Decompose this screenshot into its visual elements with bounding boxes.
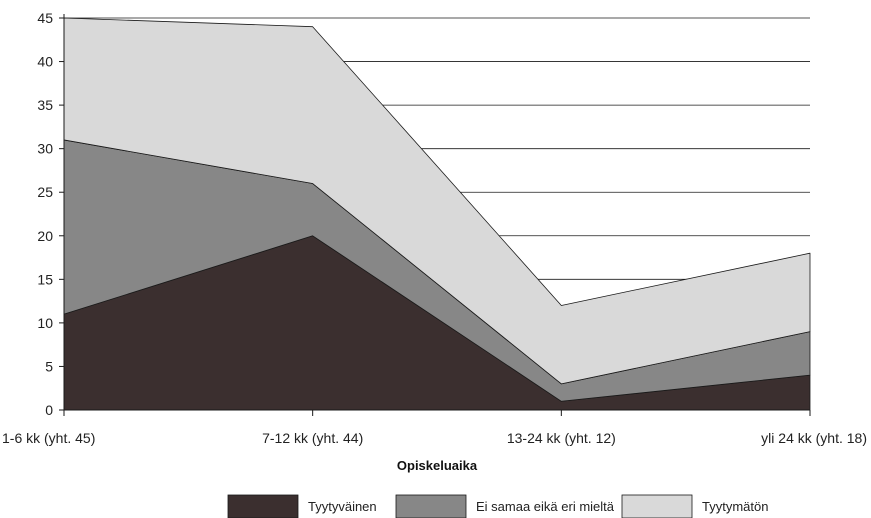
y-tick-label-35: 35 [37, 97, 53, 113]
x-tick-labels: 1-6 kk (yht. 45) 7-12 kk (yht. 44) 13-24 k… [2, 430, 867, 446]
y-tick-label-20: 20 [37, 228, 53, 244]
y-tick-label-5: 5 [45, 358, 53, 374]
x-tick-label-4: yli 24 kk (yht. 18) [761, 430, 867, 446]
y-tick-label-15: 15 [37, 271, 53, 287]
legend: Tyytyväinen Ei samaa eikä eri mieltä Tyyty… [227, 494, 768, 518]
legend-label-2: Ei samaa eikä eri mieltä [476, 499, 615, 514]
area-series-3 [63, 17, 811, 385]
y-tick-label-10: 10 [37, 315, 53, 331]
x-tick-label-3: 13-24 kk (yht. 12) [507, 430, 616, 446]
x-tick-label-2: 7-12 kk (yht. 44) [262, 430, 363, 446]
plot-areas [63, 17, 811, 411]
legend-swatch-3 [621, 494, 693, 518]
legend-item-3: Tyytymätön [621, 494, 768, 518]
x-tick-label-1: 1-6 kk (yht. 45) [2, 430, 95, 446]
legend-label-3: Tyytymätön [702, 499, 768, 514]
y-tick-label-40: 40 [37, 54, 53, 70]
y-tick-label-45: 45 [37, 10, 53, 26]
y-tick-labels: 0 5 10 15 20 25 30 35 40 45 [37, 10, 53, 418]
legend-item-2: Ei samaa eikä eri mieltä [395, 494, 615, 518]
y-tick-label-30: 30 [37, 141, 53, 157]
y-tick-label-25: 25 [37, 184, 53, 200]
x-axis-label: Opiskeluaika [397, 458, 478, 473]
legend-item-1: Tyytyväinen [227, 494, 377, 518]
legend-swatch-2 [395, 494, 467, 518]
legend-swatch-1 [227, 494, 299, 518]
axes [59, 14, 811, 416]
legend-label-1: Tyytyväinen [308, 499, 377, 514]
y-tick-label-0: 0 [45, 402, 53, 418]
